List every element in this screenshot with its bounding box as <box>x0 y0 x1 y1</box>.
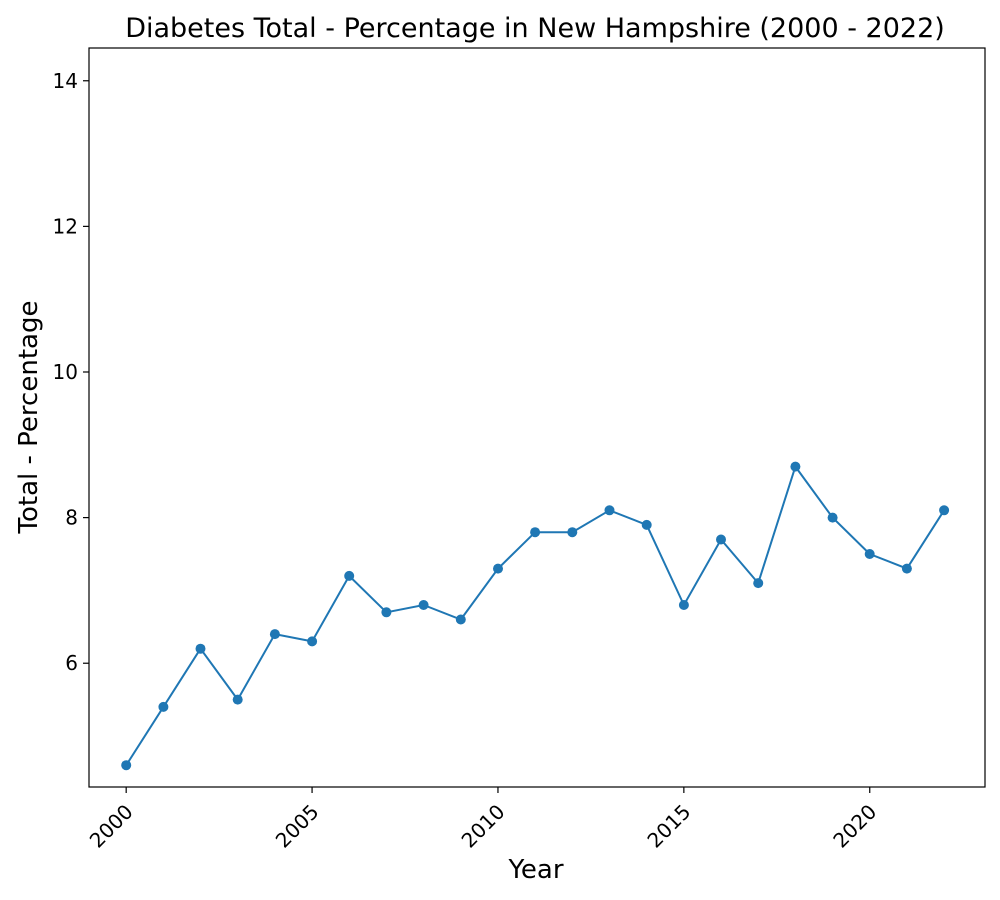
x-tick-label: 2005 <box>271 800 324 853</box>
series-line <box>125 464 945 766</box>
data-point <box>604 505 615 516</box>
data-point <box>493 563 503 574</box>
data-point <box>455 614 466 625</box>
data-point <box>121 760 132 771</box>
y-tick-label: 12 <box>53 214 78 238</box>
x-axis-label: Year <box>507 855 563 885</box>
data-point <box>158 701 169 712</box>
data-point <box>307 636 318 647</box>
x-tick-label: 2010 <box>457 800 510 853</box>
data-point <box>381 607 392 618</box>
plot-area-frame <box>88 47 986 788</box>
data-point <box>753 578 764 589</box>
data-point <box>864 549 875 559</box>
y-tick-label: 8 <box>65 506 78 530</box>
data-point <box>678 600 689 610</box>
data-point <box>269 629 280 640</box>
data-point <box>195 643 206 654</box>
x-tick-label: 2015 <box>642 800 695 853</box>
y-tick-label: 14 <box>53 69 78 93</box>
data-point <box>716 534 726 545</box>
data-point <box>567 527 578 538</box>
y-tick-label: 6 <box>65 651 78 675</box>
data-point <box>641 519 652 530</box>
data-point <box>530 527 541 538</box>
data-point <box>232 694 243 705</box>
data-point <box>901 563 912 574</box>
x-axis: 2000 2005 2010 2015 2020 <box>85 787 881 853</box>
data-point <box>790 461 801 472</box>
chart-title: Diabetes Total - Percentage in New Hamps… <box>125 13 945 44</box>
y-axis: 6 8 10 12 14 <box>53 69 89 675</box>
data-point <box>418 600 429 610</box>
y-tick-label: 10 <box>53 360 78 384</box>
data-point <box>344 570 355 581</box>
x-tick-label: 2020 <box>828 800 881 853</box>
y-axis-label: Total - Percentage <box>14 301 44 535</box>
data-point <box>939 505 950 516</box>
series-points <box>121 461 950 771</box>
x-tick-label: 2000 <box>85 800 138 853</box>
data-point <box>827 512 838 523</box>
